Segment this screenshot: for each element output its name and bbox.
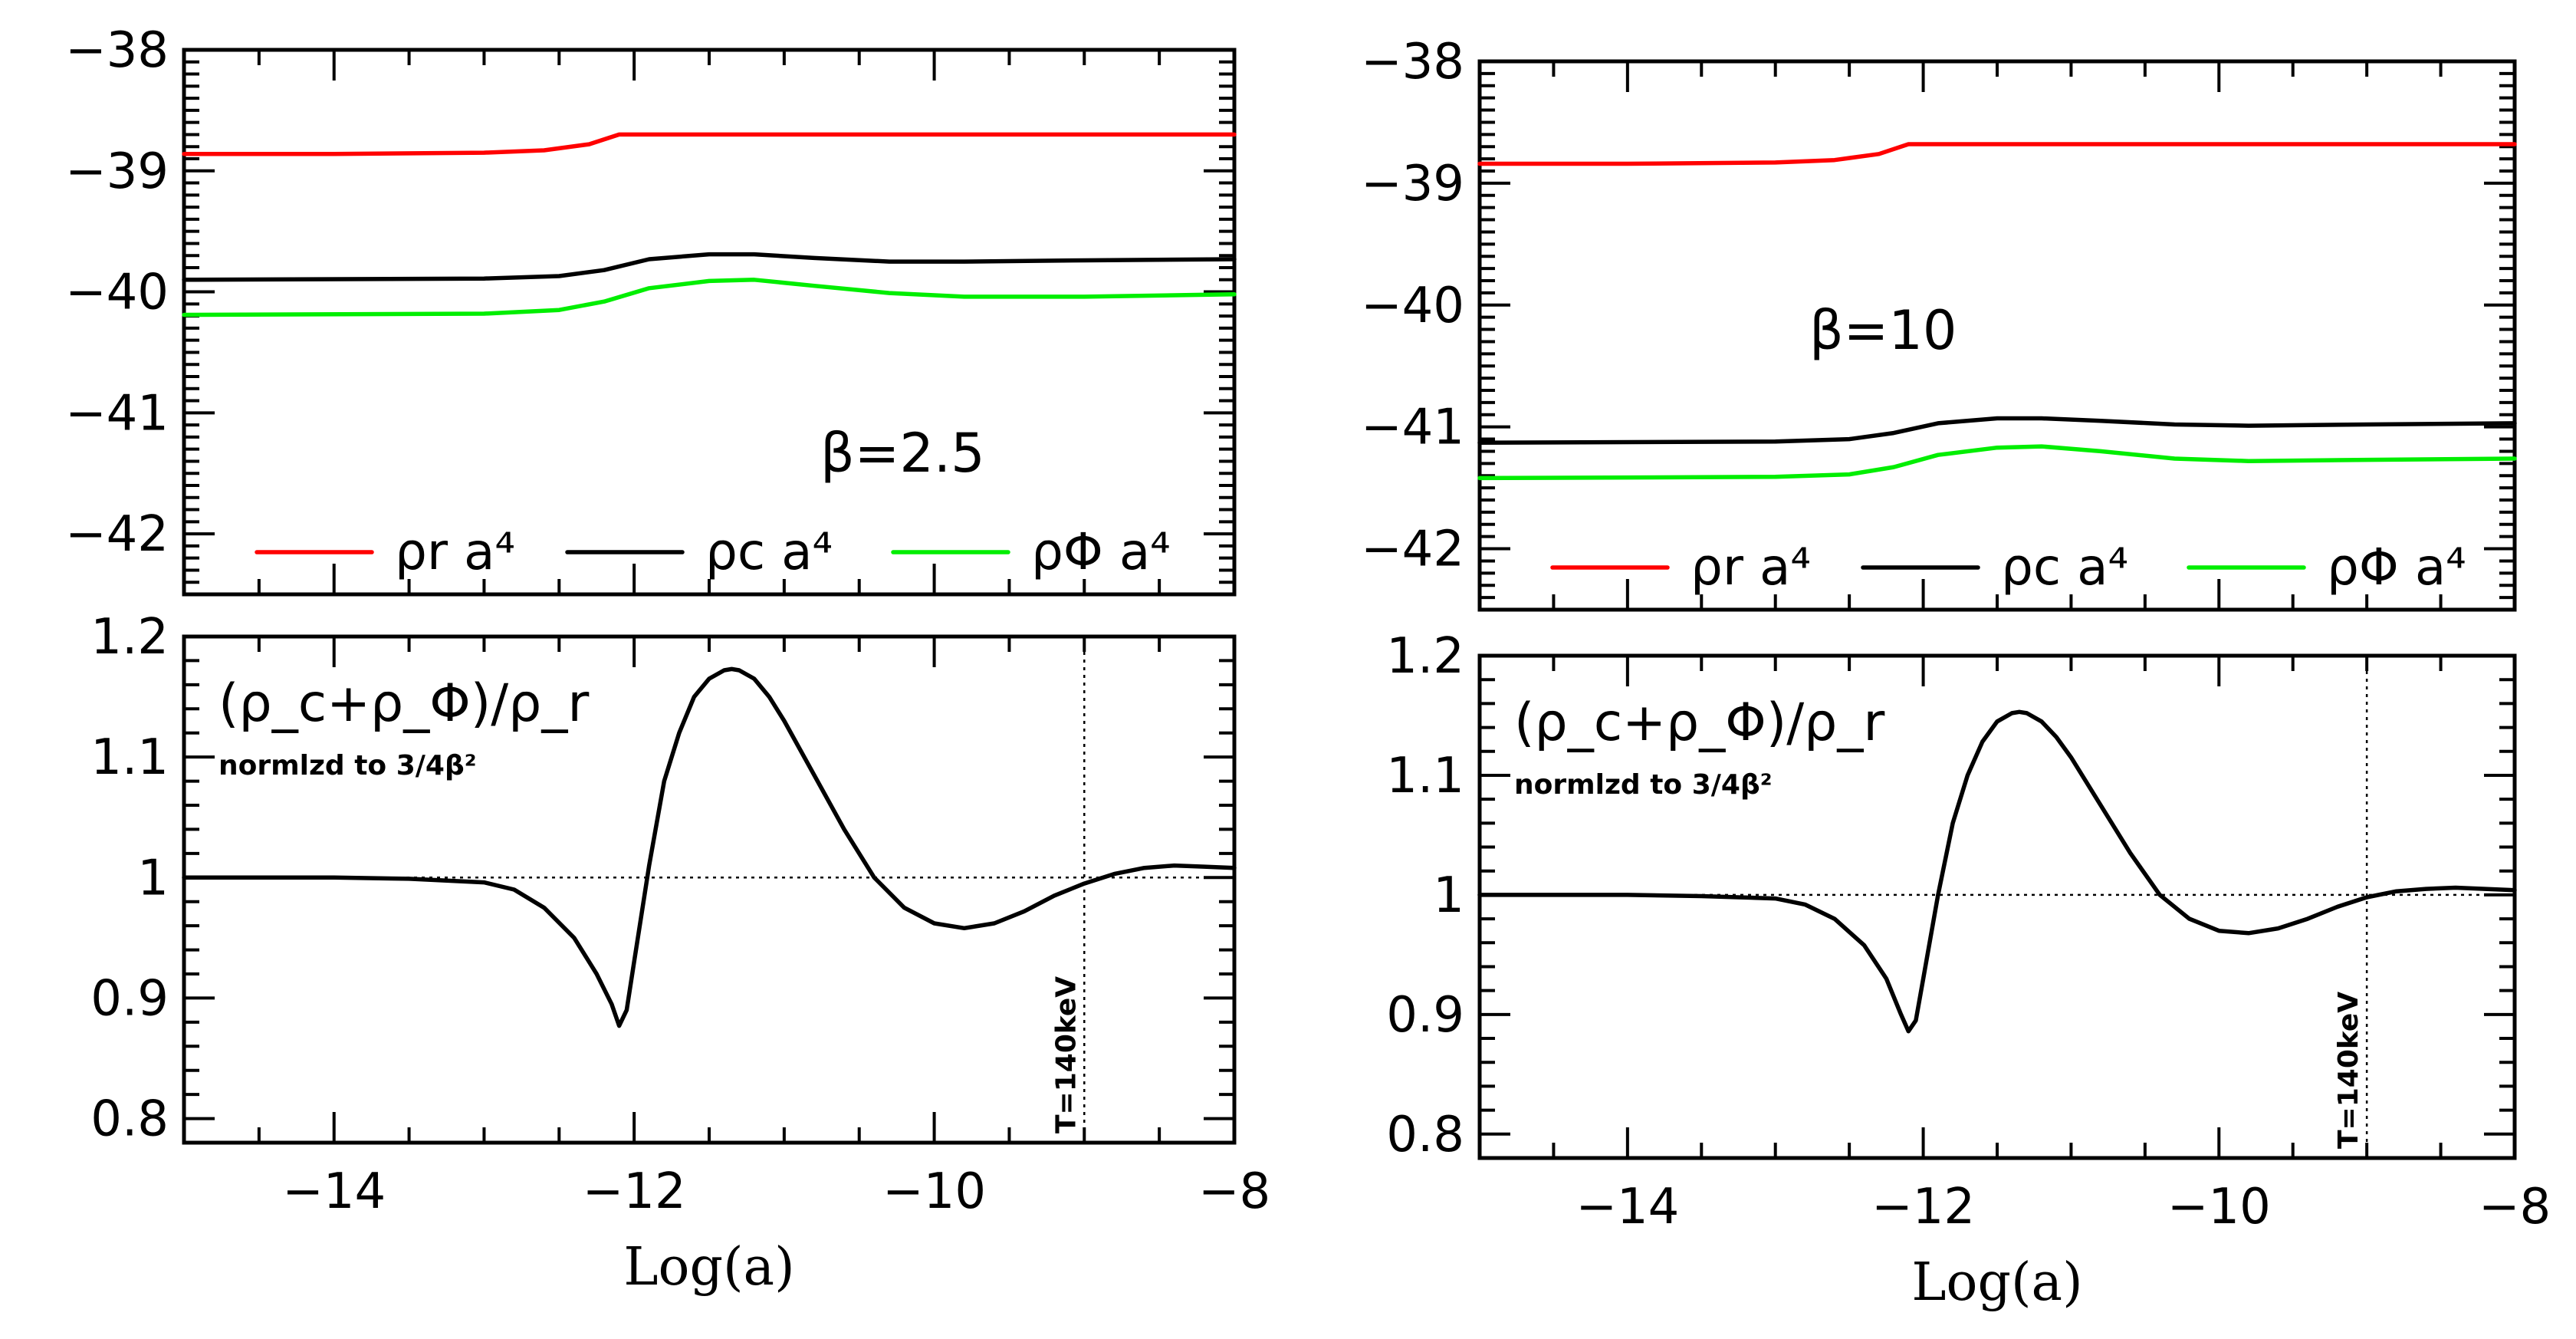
series-line-0 [1477,142,2517,166]
y-tick-label: 1.1 [1386,748,1464,804]
y-tick-label: 1 [1433,867,1464,924]
beta-annotation: β=2.5 [820,422,985,485]
ratio-annotation: (ρ_c+ρ_Φ)/ρ_r [1514,693,1884,753]
beta-annotation: β=10 [1809,299,1957,362]
y-tick-label: −41 [65,385,169,442]
series-line-1 [182,252,1237,282]
chart-panel-right-bottom: 0.8 0.9 1 1.1 1.2 −14 −12 −10 −8 Log(a) T=140keV (ρ… [1386,628,2551,1313]
y-tick-label: 1.1 [90,729,169,786]
series-line-2 [1477,444,2517,481]
series-line-1 [1477,416,2517,446]
y-tick-label: −42 [65,506,169,563]
x-tick-label: −8 [2479,1179,2551,1235]
plot-frame [182,48,1237,597]
x-tick-label: −10 [2167,1179,2271,1235]
y-tick-label: −39 [1361,156,1464,212]
y-tick-label: −38 [65,22,169,79]
series-line-0 [1477,709,2517,1034]
y-tick-label: −39 [65,143,169,200]
normalization-note: normlzd to 3/4β² [1514,769,1772,801]
x-tick-label: −12 [583,1163,686,1220]
x-tick-label: −14 [1576,1179,1679,1235]
y-tick-label: −38 [1361,34,1464,90]
chart-panel-right-top: −42 −41 −40 −39 −38 β=10 ρr a⁴ ρc a⁴ ρΦ a⁴ [1361,34,2517,612]
x-axis-label: Log(a) [1911,1252,2082,1313]
y-tick-label: 1.2 [1386,628,1464,685]
series-line-2 [182,278,1237,317]
legend-label-1: ρc a⁴ [2001,538,2128,597]
x-axis-label: Log(a) [623,1237,794,1298]
legend-label-0: ρr a⁴ [1691,538,1811,597]
chart-panel-left-top: −42 −41 −40 −39 −38 β=2.5 ρr a⁴ ρc a⁴ ρΦ a⁴ [65,22,1237,597]
y-tick-label: 0.9 [90,970,169,1027]
series-line-0 [182,132,1237,156]
ratio-annotation: (ρ_c+ρ_Φ)/ρ_r [219,673,589,734]
y-tick-label: −41 [1361,400,1464,456]
temperature-label: T=140keV [2333,992,2364,1149]
y-tick-label: −42 [1361,521,1464,578]
legend-label-1: ρc a⁴ [705,522,833,581]
series-line-0 [182,666,1237,1028]
y-tick-label: −40 [1361,278,1464,334]
x-tick-label: −14 [282,1163,386,1220]
legend-label-2: ρΦ a⁴ [1031,522,1171,581]
x-tick-label: −8 [1198,1163,1270,1220]
normalization-note: normlzd to 3/4β² [219,750,476,781]
x-tick-label: −12 [1871,1179,1975,1235]
y-tick-label: 1 [137,850,169,906]
x-tick-label: −10 [882,1163,986,1220]
chart-panel-left-bottom: 0.8 0.9 1 1.1 1.2 −14 −12 −10 −8 Log(a) T=140keV (ρ… [90,609,1270,1298]
y-tick-label: 0.8 [1386,1107,1464,1163]
y-tick-label: 0.8 [90,1091,169,1148]
y-tick-label: 1.2 [90,609,169,666]
temperature-label: T=140keV [1050,976,1082,1133]
legend-label-0: ρr a⁴ [395,522,515,581]
y-tick-label: 0.9 [1386,987,1464,1044]
legend-label-2: ρΦ a⁴ [2327,538,2466,597]
y-tick-label: −40 [65,265,169,321]
